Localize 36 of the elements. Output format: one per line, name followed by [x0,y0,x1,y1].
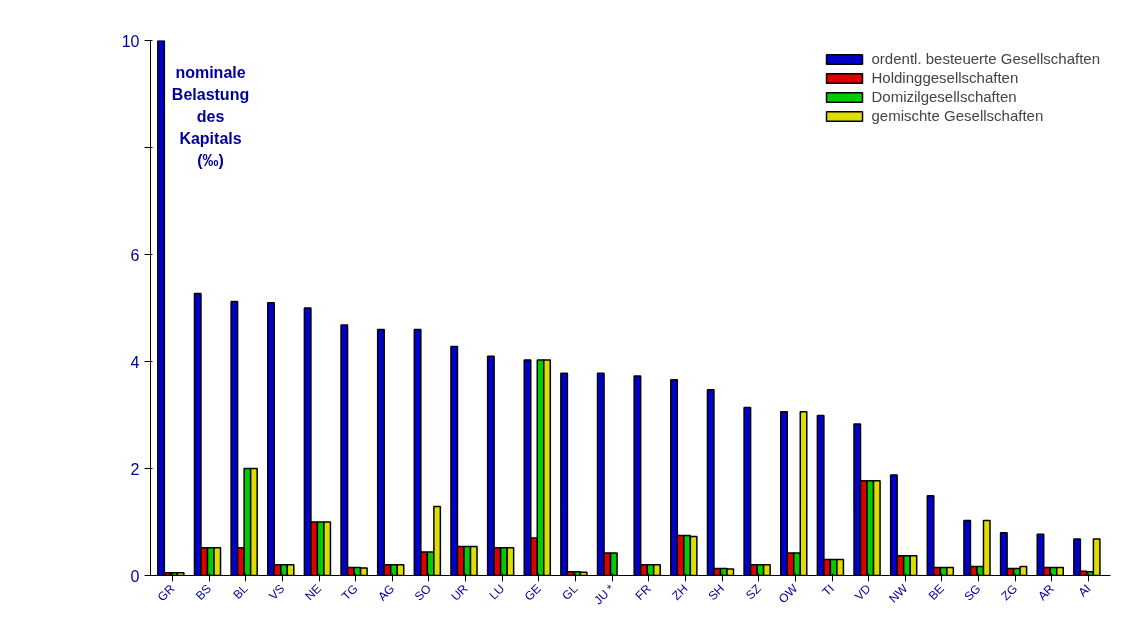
x-tick-label: BS [192,581,215,603]
legend-label: Domizilgesellschaften [871,88,1017,105]
x-tick-label: SO [411,581,434,604]
y-tick-label: 2 [130,460,140,478]
x-tick-label: SZ [742,581,764,603]
y-tick-label: 0 [130,567,140,585]
x-tick-label: BE [925,581,947,603]
x-tick-label: ZH [669,581,691,603]
x-tick-label: OW [775,581,801,607]
x-tick-label: GL [559,581,581,603]
x-tick-label: ZG [998,581,1021,604]
x-tick-label: FR [632,581,655,603]
x-tick-label: JU * [591,581,618,608]
legend-label: Holdinggesellschaften [871,69,1019,86]
x-tick-label: SH [705,581,728,604]
x-tick-label: AG [375,581,398,604]
x-tick-label: LU [486,581,508,603]
x-tick-label: VS [266,581,288,603]
y-tick-label: 6 [130,246,140,264]
x-tick-label: TI [819,581,837,599]
x-tick-label: NE [302,581,324,604]
x-tick-label: GR [154,581,178,605]
x-tick-label: AI [1075,581,1094,600]
x-tick-label: UR [448,581,471,604]
y-axis-title: nominale Belastung des Kapitals (‰) [171,63,250,169]
x-tick-label: TG [338,581,361,604]
x-tick-label: NW [886,581,911,606]
y-tick-label: 10 [121,32,140,50]
x-tick-label: GE [521,581,544,604]
legend-label: ordentl. besteuerte Gesellschaften [871,50,1100,67]
x-tick-label: VD [851,581,874,604]
x-tick-label: BL [230,581,251,602]
x-tick-label: SG [961,581,984,604]
x-tick-label: AR [1035,581,1058,604]
y-tick-label: 4 [130,353,140,371]
legend-label: gemischte Gesellschaften [871,107,1044,124]
